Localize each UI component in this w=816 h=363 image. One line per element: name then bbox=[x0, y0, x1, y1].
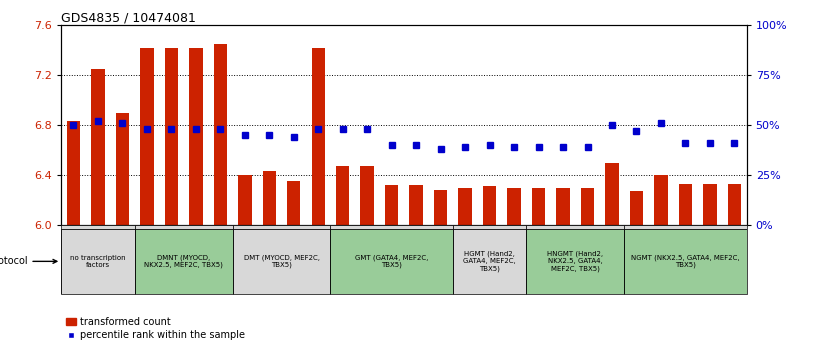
Bar bbox=[581, 188, 594, 225]
Text: GDS4835 / 10474081: GDS4835 / 10474081 bbox=[61, 11, 196, 24]
Bar bbox=[330, 225, 453, 227]
Text: HGMT (Hand2,
GATA4, MEF2C,
TBX5): HGMT (Hand2, GATA4, MEF2C, TBX5) bbox=[463, 251, 516, 272]
Bar bbox=[624, 225, 747, 294]
Bar bbox=[703, 184, 716, 225]
Bar bbox=[483, 186, 496, 225]
Bar bbox=[679, 184, 692, 225]
Bar bbox=[91, 69, 104, 225]
Bar bbox=[336, 166, 349, 225]
Bar bbox=[624, 229, 747, 294]
Text: NGMT (NKX2.5, GATA4, MEF2C,
TBX5): NGMT (NKX2.5, GATA4, MEF2C, TBX5) bbox=[631, 254, 740, 268]
Bar bbox=[434, 190, 447, 225]
Text: HNGMT (Hand2,
NKX2.5, GATA4,
MEF2C, TBX5): HNGMT (Hand2, NKX2.5, GATA4, MEF2C, TBX5… bbox=[548, 251, 603, 272]
Bar bbox=[526, 225, 624, 294]
Bar bbox=[233, 225, 330, 227]
Bar bbox=[453, 229, 526, 294]
Bar bbox=[135, 229, 233, 294]
Bar bbox=[238, 175, 251, 225]
Bar bbox=[312, 48, 325, 225]
Legend: transformed count, percentile rank within the sample: transformed count, percentile rank withi… bbox=[66, 317, 245, 340]
Bar bbox=[330, 225, 453, 294]
Bar bbox=[189, 48, 202, 225]
Bar bbox=[526, 229, 624, 294]
Bar bbox=[116, 113, 129, 225]
Bar bbox=[330, 229, 453, 294]
Bar bbox=[233, 225, 330, 294]
Bar bbox=[263, 171, 276, 225]
Text: protocol: protocol bbox=[0, 256, 57, 266]
Bar bbox=[532, 188, 545, 225]
Bar bbox=[61, 225, 135, 294]
Bar bbox=[410, 185, 423, 225]
Bar bbox=[654, 175, 667, 225]
Bar bbox=[728, 184, 741, 225]
Text: DMNT (MYOCD,
NKX2.5, MEF2C, TBX5): DMNT (MYOCD, NKX2.5, MEF2C, TBX5) bbox=[144, 254, 223, 268]
Bar bbox=[630, 191, 643, 225]
Bar bbox=[459, 188, 472, 225]
Bar bbox=[453, 225, 526, 294]
Text: GMT (GATA4, MEF2C,
TBX5): GMT (GATA4, MEF2C, TBX5) bbox=[355, 254, 428, 268]
Bar bbox=[140, 48, 153, 225]
Bar bbox=[233, 229, 330, 294]
Bar bbox=[508, 188, 521, 225]
Bar bbox=[605, 163, 619, 225]
Text: DMT (MYOCD, MEF2C,
TBX5): DMT (MYOCD, MEF2C, TBX5) bbox=[243, 254, 320, 268]
Bar bbox=[61, 229, 135, 294]
Bar bbox=[361, 166, 374, 225]
Bar bbox=[135, 225, 233, 227]
Bar bbox=[385, 185, 398, 225]
Bar bbox=[165, 48, 178, 225]
Bar bbox=[287, 182, 300, 225]
Bar bbox=[214, 44, 227, 225]
Bar bbox=[135, 225, 233, 294]
Bar bbox=[526, 225, 624, 227]
Bar bbox=[624, 225, 747, 227]
Text: no transcription
factors: no transcription factors bbox=[70, 255, 126, 268]
Bar bbox=[453, 225, 526, 227]
Bar bbox=[67, 122, 80, 225]
Bar bbox=[557, 188, 570, 225]
Bar bbox=[61, 225, 135, 227]
